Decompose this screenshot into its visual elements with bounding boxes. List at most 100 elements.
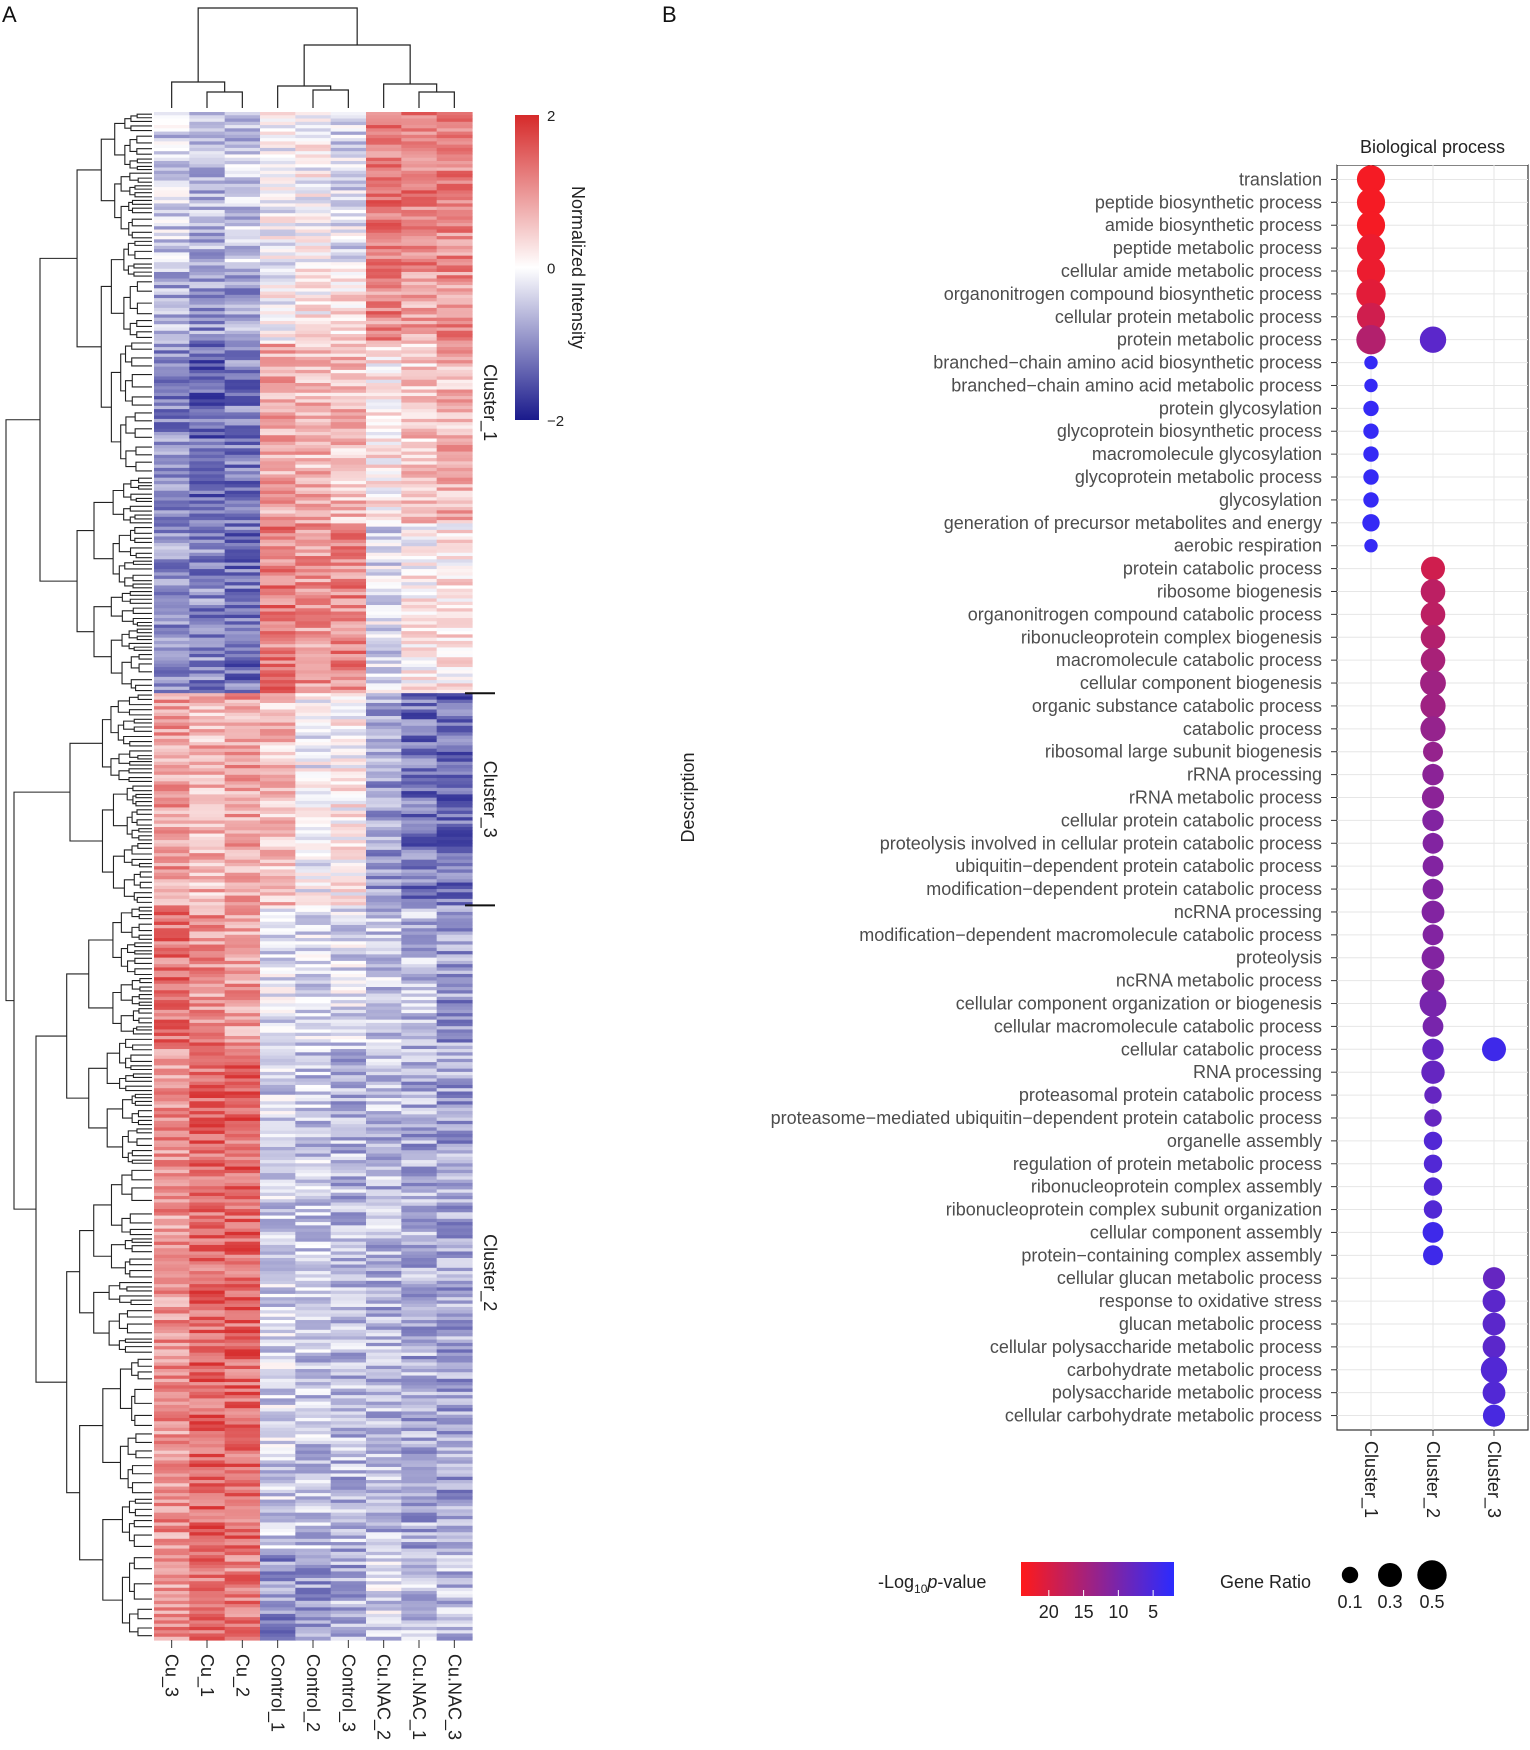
heatmap-cell — [260, 138, 296, 142]
heatmap-cell — [154, 1104, 190, 1109]
heatmap-cell — [260, 1192, 296, 1197]
heatmap-cell — [154, 856, 190, 861]
heatmap-cell — [189, 742, 226, 746]
heatmap-cell — [260, 689, 296, 694]
heatmap-cell — [154, 676, 190, 681]
heatmap-cell — [330, 187, 367, 191]
heatmap-cell — [366, 1336, 402, 1341]
heatmap-cell — [295, 1532, 332, 1537]
heatmap-cell — [154, 970, 190, 975]
heatmap-cell — [366, 748, 402, 753]
heatmap-cell — [330, 1241, 367, 1246]
heatmap-cell — [154, 807, 190, 812]
heatmap-cell — [189, 866, 226, 871]
heatmap-cell — [224, 1372, 261, 1377]
heatmap-cell — [330, 144, 367, 149]
heatmap-cell — [224, 422, 261, 427]
heatmap-cell — [154, 1408, 190, 1413]
heatmap-cell — [154, 595, 190, 600]
dendrogram-link — [123, 248, 129, 271]
dendrogram-link — [110, 259, 124, 314]
heatmap-cell — [260, 846, 296, 851]
heatmap-cell — [260, 1584, 296, 1589]
heatmap-cell — [224, 1320, 261, 1324]
heatmap-cell — [401, 1584, 438, 1589]
heatmap-cell — [366, 836, 402, 841]
heatmap-cell — [154, 1098, 190, 1102]
heatmap-cell — [366, 157, 402, 162]
heatmap-cell — [189, 1316, 226, 1321]
heatmap-cell — [330, 461, 367, 466]
heatmap-cell — [295, 183, 332, 188]
heatmap-cell — [154, 1267, 190, 1272]
heatmap-cell — [401, 1532, 438, 1537]
heatmap-cell — [295, 1277, 332, 1282]
dendrogram-link — [418, 91, 455, 108]
dendrogram-link — [127, 1152, 133, 1163]
heatmap-cell — [189, 118, 226, 123]
heatmap-cell — [260, 167, 296, 172]
heatmap-cell — [401, 1555, 438, 1559]
heatmap-cell — [260, 862, 296, 867]
heatmap-cell — [260, 1124, 296, 1128]
heatmap-cell — [366, 343, 402, 348]
heatmap-cell — [295, 1192, 332, 1197]
heatmap-cell — [154, 1626, 190, 1631]
heatmap-cell — [189, 1013, 226, 1017]
heatmap-cell — [260, 686, 296, 691]
heatmap-cell — [189, 125, 226, 129]
heatmap-cell — [366, 1084, 402, 1089]
heatmap-cell — [366, 1173, 402, 1177]
heatmap-cell — [295, 647, 332, 652]
heatmap-cell — [366, 1450, 402, 1455]
dendrogram-link — [134, 537, 152, 544]
heatmap-cell — [401, 1486, 438, 1491]
heatmap-cell — [295, 1306, 332, 1311]
heatmap-cell — [260, 1548, 296, 1553]
heatmap-cell — [436, 1179, 473, 1184]
heatmap-cell — [260, 1039, 296, 1044]
heatmap-cell — [366, 934, 402, 939]
heatmap-cell — [330, 314, 367, 319]
heatmap-cell — [260, 258, 296, 263]
heatmap-cell — [401, 1146, 438, 1151]
heatmap-cell — [154, 921, 190, 926]
heatmap-cell — [436, 474, 473, 479]
heatmap-cell — [436, 1568, 473, 1573]
dot-point — [1420, 716, 1446, 742]
dendrogram-link — [129, 740, 152, 747]
heatmap-cell — [260, 719, 296, 724]
heatmap-cell — [154, 1483, 190, 1488]
heatmap-cell — [401, 1287, 438, 1292]
heatmap-cell — [366, 624, 402, 629]
heatmap-cell — [366, 1293, 402, 1298]
heatmap-cell — [436, 869, 473, 874]
heatmap-cell — [260, 817, 296, 822]
heatmap-cell — [330, 627, 367, 632]
heatmap-cell — [189, 529, 226, 534]
heatmap-cell — [436, 970, 473, 975]
heatmap-cell — [436, 1613, 473, 1618]
heatmap-cell — [189, 445, 226, 449]
heatmap-cell — [295, 1003, 332, 1008]
heatmap-cell — [401, 258, 438, 263]
heatmap-cell — [436, 1284, 473, 1288]
heatmap-cell — [154, 167, 190, 172]
heatmap-cell — [366, 288, 402, 293]
heatmap-cell — [401, 1280, 438, 1285]
heatmap-cell — [224, 1613, 261, 1618]
heatmap-cell — [366, 1509, 402, 1514]
heatmap-cell — [154, 418, 190, 423]
heatmap-cell — [189, 360, 226, 364]
heatmap-cell — [260, 1591, 296, 1595]
heatmap-cell — [189, 1186, 226, 1191]
heatmap-cell — [224, 1427, 261, 1432]
heatmap-cell — [189, 1414, 226, 1419]
heatmap-cell — [224, 461, 261, 466]
heatmap-cell — [401, 1267, 438, 1272]
heatmap-cell — [224, 1176, 261, 1181]
heatmap-cell — [260, 931, 296, 936]
heatmap-cell — [436, 1388, 473, 1393]
term-label: protein catabolic process — [1123, 559, 1322, 579]
dendrogram-link — [127, 242, 135, 256]
